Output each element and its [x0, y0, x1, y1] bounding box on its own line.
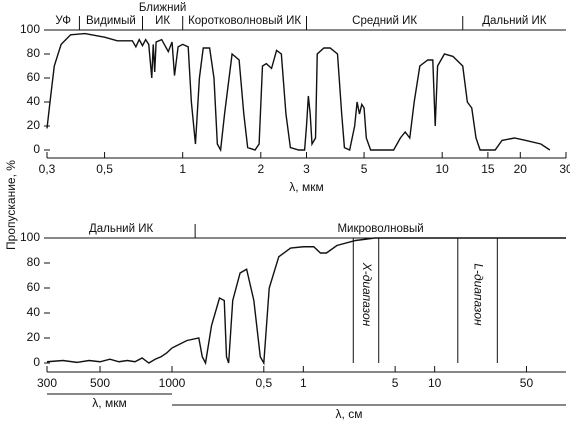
x-tick-label: 2: [257, 162, 264, 176]
region-label: Коротковолновый ИК: [188, 15, 302, 27]
x-tick-label: 10: [436, 162, 450, 176]
y-tick-label: 60: [27, 280, 41, 294]
x-tick-label: 1: [179, 162, 186, 176]
band-label: X-диапазон: [360, 262, 374, 327]
y-tick-label: 100: [20, 22, 40, 36]
region-label: Средний ИК: [352, 15, 418, 27]
region-label: Видимый: [86, 15, 136, 27]
region-label: Ближний ИК: [138, 2, 187, 27]
x-tick-label: 500: [90, 376, 110, 390]
transmission-line: [46, 32, 551, 153]
y-tick-label: 0: [33, 142, 40, 156]
region-label: Дальний ИК: [88, 223, 154, 235]
y-axis-title: Пропускание, %: [4, 160, 18, 250]
y-tick-label: 80: [27, 255, 41, 269]
region-label: Микроволновый: [337, 223, 424, 235]
x-tick-label: 5: [361, 162, 368, 176]
x-tick-label: 300: [37, 376, 57, 390]
x-tick-label: 50: [520, 376, 534, 390]
x-tick-label: 0,3: [39, 162, 56, 176]
x-tick-label: 1: [300, 376, 307, 390]
band-label: L-диапазон: [471, 263, 485, 326]
y-tick-label: 100: [20, 230, 40, 244]
x-tick-label: 0,5: [255, 376, 272, 390]
x-tick-label: 1000: [159, 376, 186, 390]
x-axis-title: λ, мкм: [289, 180, 323, 194]
x-tick-label: 15: [481, 162, 495, 176]
y-tick-label: 40: [27, 305, 41, 319]
x-tick-label: 3: [303, 162, 310, 176]
y-tick-label: 20: [27, 118, 41, 132]
x-tick-label: 20: [514, 162, 528, 176]
y-tick-label: 20: [27, 330, 41, 344]
x-axis-title: λ, см: [336, 407, 363, 421]
x-tick-label: 5: [392, 376, 399, 390]
y-tick-label: 40: [27, 94, 41, 108]
y-tick-label: 0: [33, 355, 40, 369]
region-label: УФ: [55, 15, 72, 27]
x-tick-label: 30: [559, 162, 570, 176]
y-tick-label: 80: [27, 46, 41, 60]
x-tick-label: 0,5: [96, 162, 113, 176]
transmission-line: [46, 347, 173, 364]
x-axis-title: λ, мкм: [92, 396, 126, 410]
transmission-line: [171, 237, 566, 366]
x-tick-label: 10: [428, 376, 442, 390]
y-tick-label: 60: [27, 70, 41, 84]
region-label: Дальний ИК: [482, 15, 547, 27]
